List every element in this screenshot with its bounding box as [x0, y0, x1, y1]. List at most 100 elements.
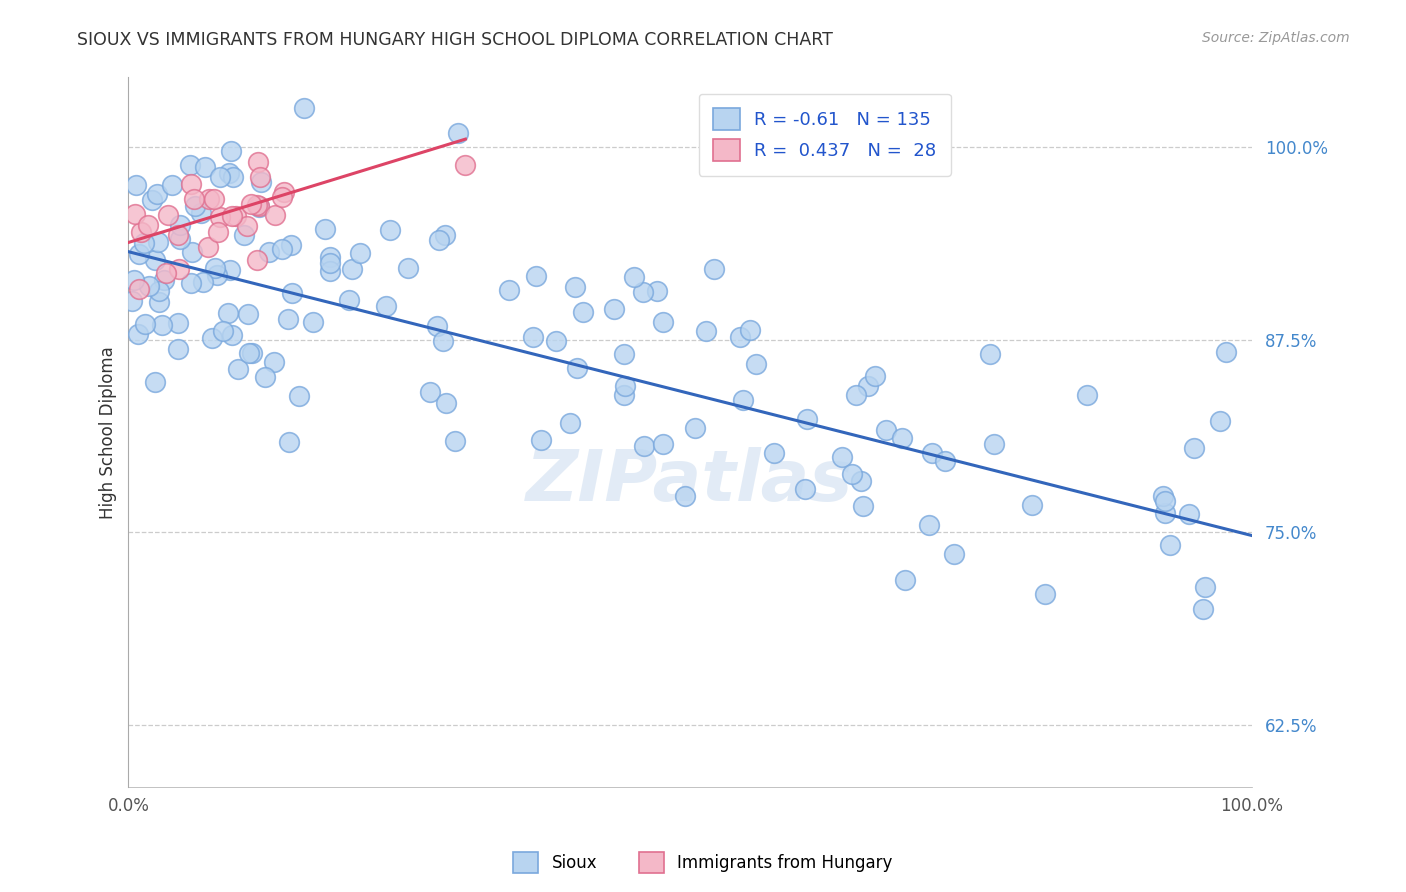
Point: [169, 218, 191, 232]
Point: [191, 276, 214, 290]
Point: [134, 317, 156, 331]
Point: [841, 467, 863, 481]
Point: [156, 208, 179, 222]
Point: [121, 294, 143, 309]
Point: [319, 250, 342, 264]
Point: [132, 235, 155, 250]
Point: [148, 284, 170, 298]
Point: [257, 244, 280, 259]
Point: [143, 252, 166, 267]
Point: [427, 233, 450, 247]
Legend: Sioux, Immigrants from Hungary: Sioux, Immigrants from Hungary: [506, 846, 900, 880]
Point: [856, 379, 879, 393]
Point: [921, 446, 943, 460]
Point: [146, 187, 169, 202]
Point: [983, 437, 1005, 451]
Point: [183, 199, 205, 213]
Point: [166, 317, 188, 331]
Point: [138, 278, 160, 293]
Point: [738, 323, 761, 337]
Point: [1033, 587, 1056, 601]
Point: [190, 206, 212, 220]
Point: [1209, 414, 1232, 428]
Point: [918, 518, 941, 533]
Point: [378, 222, 401, 236]
Point: [943, 547, 966, 561]
Point: [222, 170, 245, 185]
Point: [794, 482, 817, 496]
Point: [167, 262, 190, 277]
Point: [122, 272, 145, 286]
Point: [194, 160, 217, 174]
Text: ZIPatlas: ZIPatlas: [526, 447, 853, 516]
Point: [733, 393, 755, 408]
Point: [288, 389, 311, 403]
Point: [280, 237, 302, 252]
Point: [277, 434, 299, 449]
Point: [1076, 388, 1098, 402]
Point: [434, 228, 457, 243]
Point: [218, 262, 240, 277]
Point: [444, 434, 467, 448]
Point: [613, 388, 636, 402]
Point: [148, 295, 170, 310]
Point: [249, 169, 271, 184]
Point: [169, 232, 191, 246]
Point: [180, 276, 202, 290]
Point: [565, 360, 588, 375]
Point: [1152, 489, 1174, 503]
Point: [124, 207, 146, 221]
Point: [673, 489, 696, 503]
Point: [246, 198, 269, 212]
Point: [127, 326, 149, 341]
Point: [831, 450, 853, 465]
Point: [240, 345, 263, 359]
Point: [762, 446, 785, 460]
Point: [852, 499, 875, 513]
Point: [125, 178, 148, 193]
Point: [530, 433, 553, 447]
Point: [454, 158, 477, 172]
Point: [207, 225, 229, 239]
Point: [564, 280, 586, 294]
Point: [208, 211, 231, 225]
Point: [633, 439, 655, 453]
Point: [1159, 539, 1181, 553]
Point: [246, 155, 269, 169]
Point: [1021, 498, 1043, 512]
Point: [651, 315, 673, 329]
Point: [128, 247, 150, 261]
Point: [1178, 507, 1201, 521]
Point: [546, 334, 568, 348]
Point: [979, 347, 1001, 361]
Point: [572, 305, 595, 319]
Point: [236, 219, 259, 233]
Point: [1194, 580, 1216, 594]
Point: [249, 200, 271, 214]
Point: [197, 240, 219, 254]
Point: [375, 299, 398, 313]
Point: [273, 185, 295, 199]
Point: [263, 355, 285, 369]
Point: [796, 412, 818, 426]
Point: [136, 218, 159, 232]
Point: [202, 193, 225, 207]
Point: [141, 194, 163, 208]
Point: [221, 328, 243, 343]
Point: [849, 475, 872, 489]
Point: [432, 334, 454, 349]
Point: [1154, 494, 1177, 508]
Point: [703, 262, 725, 277]
Point: [153, 273, 176, 287]
Point: [730, 329, 752, 343]
Point: [219, 145, 242, 159]
Point: [198, 193, 221, 207]
Point: [447, 126, 470, 140]
Point: [1192, 601, 1215, 615]
Point: [426, 319, 449, 334]
Point: [685, 421, 707, 435]
Point: [129, 225, 152, 239]
Point: [319, 256, 342, 270]
Point: [264, 208, 287, 222]
Point: [270, 189, 292, 203]
